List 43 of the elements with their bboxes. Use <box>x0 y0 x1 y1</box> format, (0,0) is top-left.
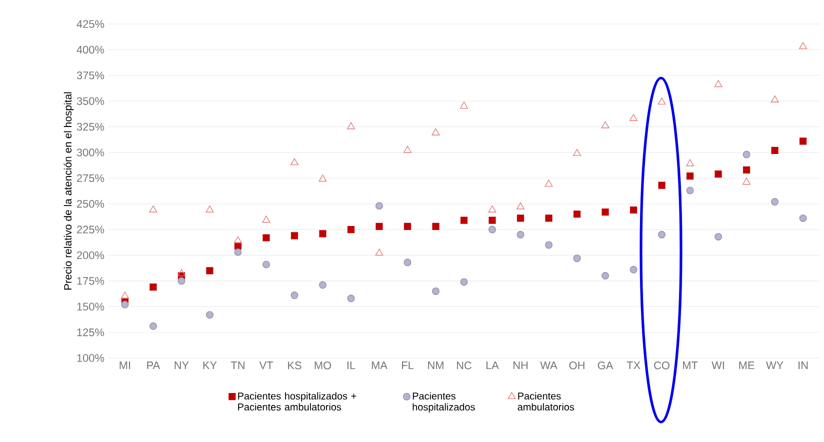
y-tick-label: 350% <box>76 97 104 105</box>
y-tick-label: 100% <box>77 354 104 362</box>
x-tick-label: IN <box>798 362 808 370</box>
x-tick-label: OH <box>569 362 584 370</box>
legend-label: Pacientes ambulatorios <box>518 392 574 411</box>
y-tick-label: 400% <box>76 46 104 54</box>
y-tick-label: 225% <box>77 226 104 234</box>
y-tick-label: 300% <box>76 148 104 156</box>
y-tick-label: 250% <box>77 200 104 208</box>
x-tick-label: KY <box>203 362 217 370</box>
x-tick-label: LA <box>486 362 499 370</box>
y-axis-title: Precio relativo de la atención en el hospital <box>64 92 74 290</box>
y-tick-label: 375% <box>76 72 104 80</box>
x-tick-label: PA <box>147 362 160 370</box>
x-tick-label: CO <box>654 362 670 370</box>
y-tick-label: 325% <box>76 122 104 131</box>
x-tick-label: NM <box>428 362 444 370</box>
x-tick-label: WA <box>540 362 558 370</box>
x-tick-label: WI <box>712 362 724 370</box>
x-tick-label: NC <box>456 362 472 370</box>
x-tick-label: ME <box>739 362 754 370</box>
x-tick-label: TX <box>626 362 640 370</box>
y-tick-label: 150% <box>77 302 104 310</box>
y-tick-label: 425% <box>76 20 104 28</box>
x-tick-label: KS <box>288 362 302 370</box>
x-tick-label: MO <box>314 362 332 370</box>
x-tick-label: WY <box>766 362 784 370</box>
y-tick-label: 175% <box>77 277 104 285</box>
y-tick-label: 200% <box>77 251 104 260</box>
x-tick-label: MI <box>120 362 130 370</box>
legend-label: Pacientes hospitalizados <box>412 392 475 412</box>
legend-label: Pacientes hospitalizados + Pacientes ambulatorios <box>238 392 356 411</box>
x-tick-label: FL <box>402 362 414 370</box>
y-tick-label: 275% <box>77 174 104 182</box>
x-tick-label: GA <box>598 362 614 370</box>
x-tick-label: NH <box>514 362 528 370</box>
x-tick-label: NY <box>174 362 189 370</box>
x-tick-label: MA <box>372 362 388 370</box>
y-tick-label: 125% <box>77 328 104 336</box>
x-tick-label: TN <box>230 362 244 370</box>
x-tick-label: MT <box>683 362 698 370</box>
x-tick-label: IL <box>347 362 356 370</box>
x-tick-label: VT <box>259 362 273 370</box>
